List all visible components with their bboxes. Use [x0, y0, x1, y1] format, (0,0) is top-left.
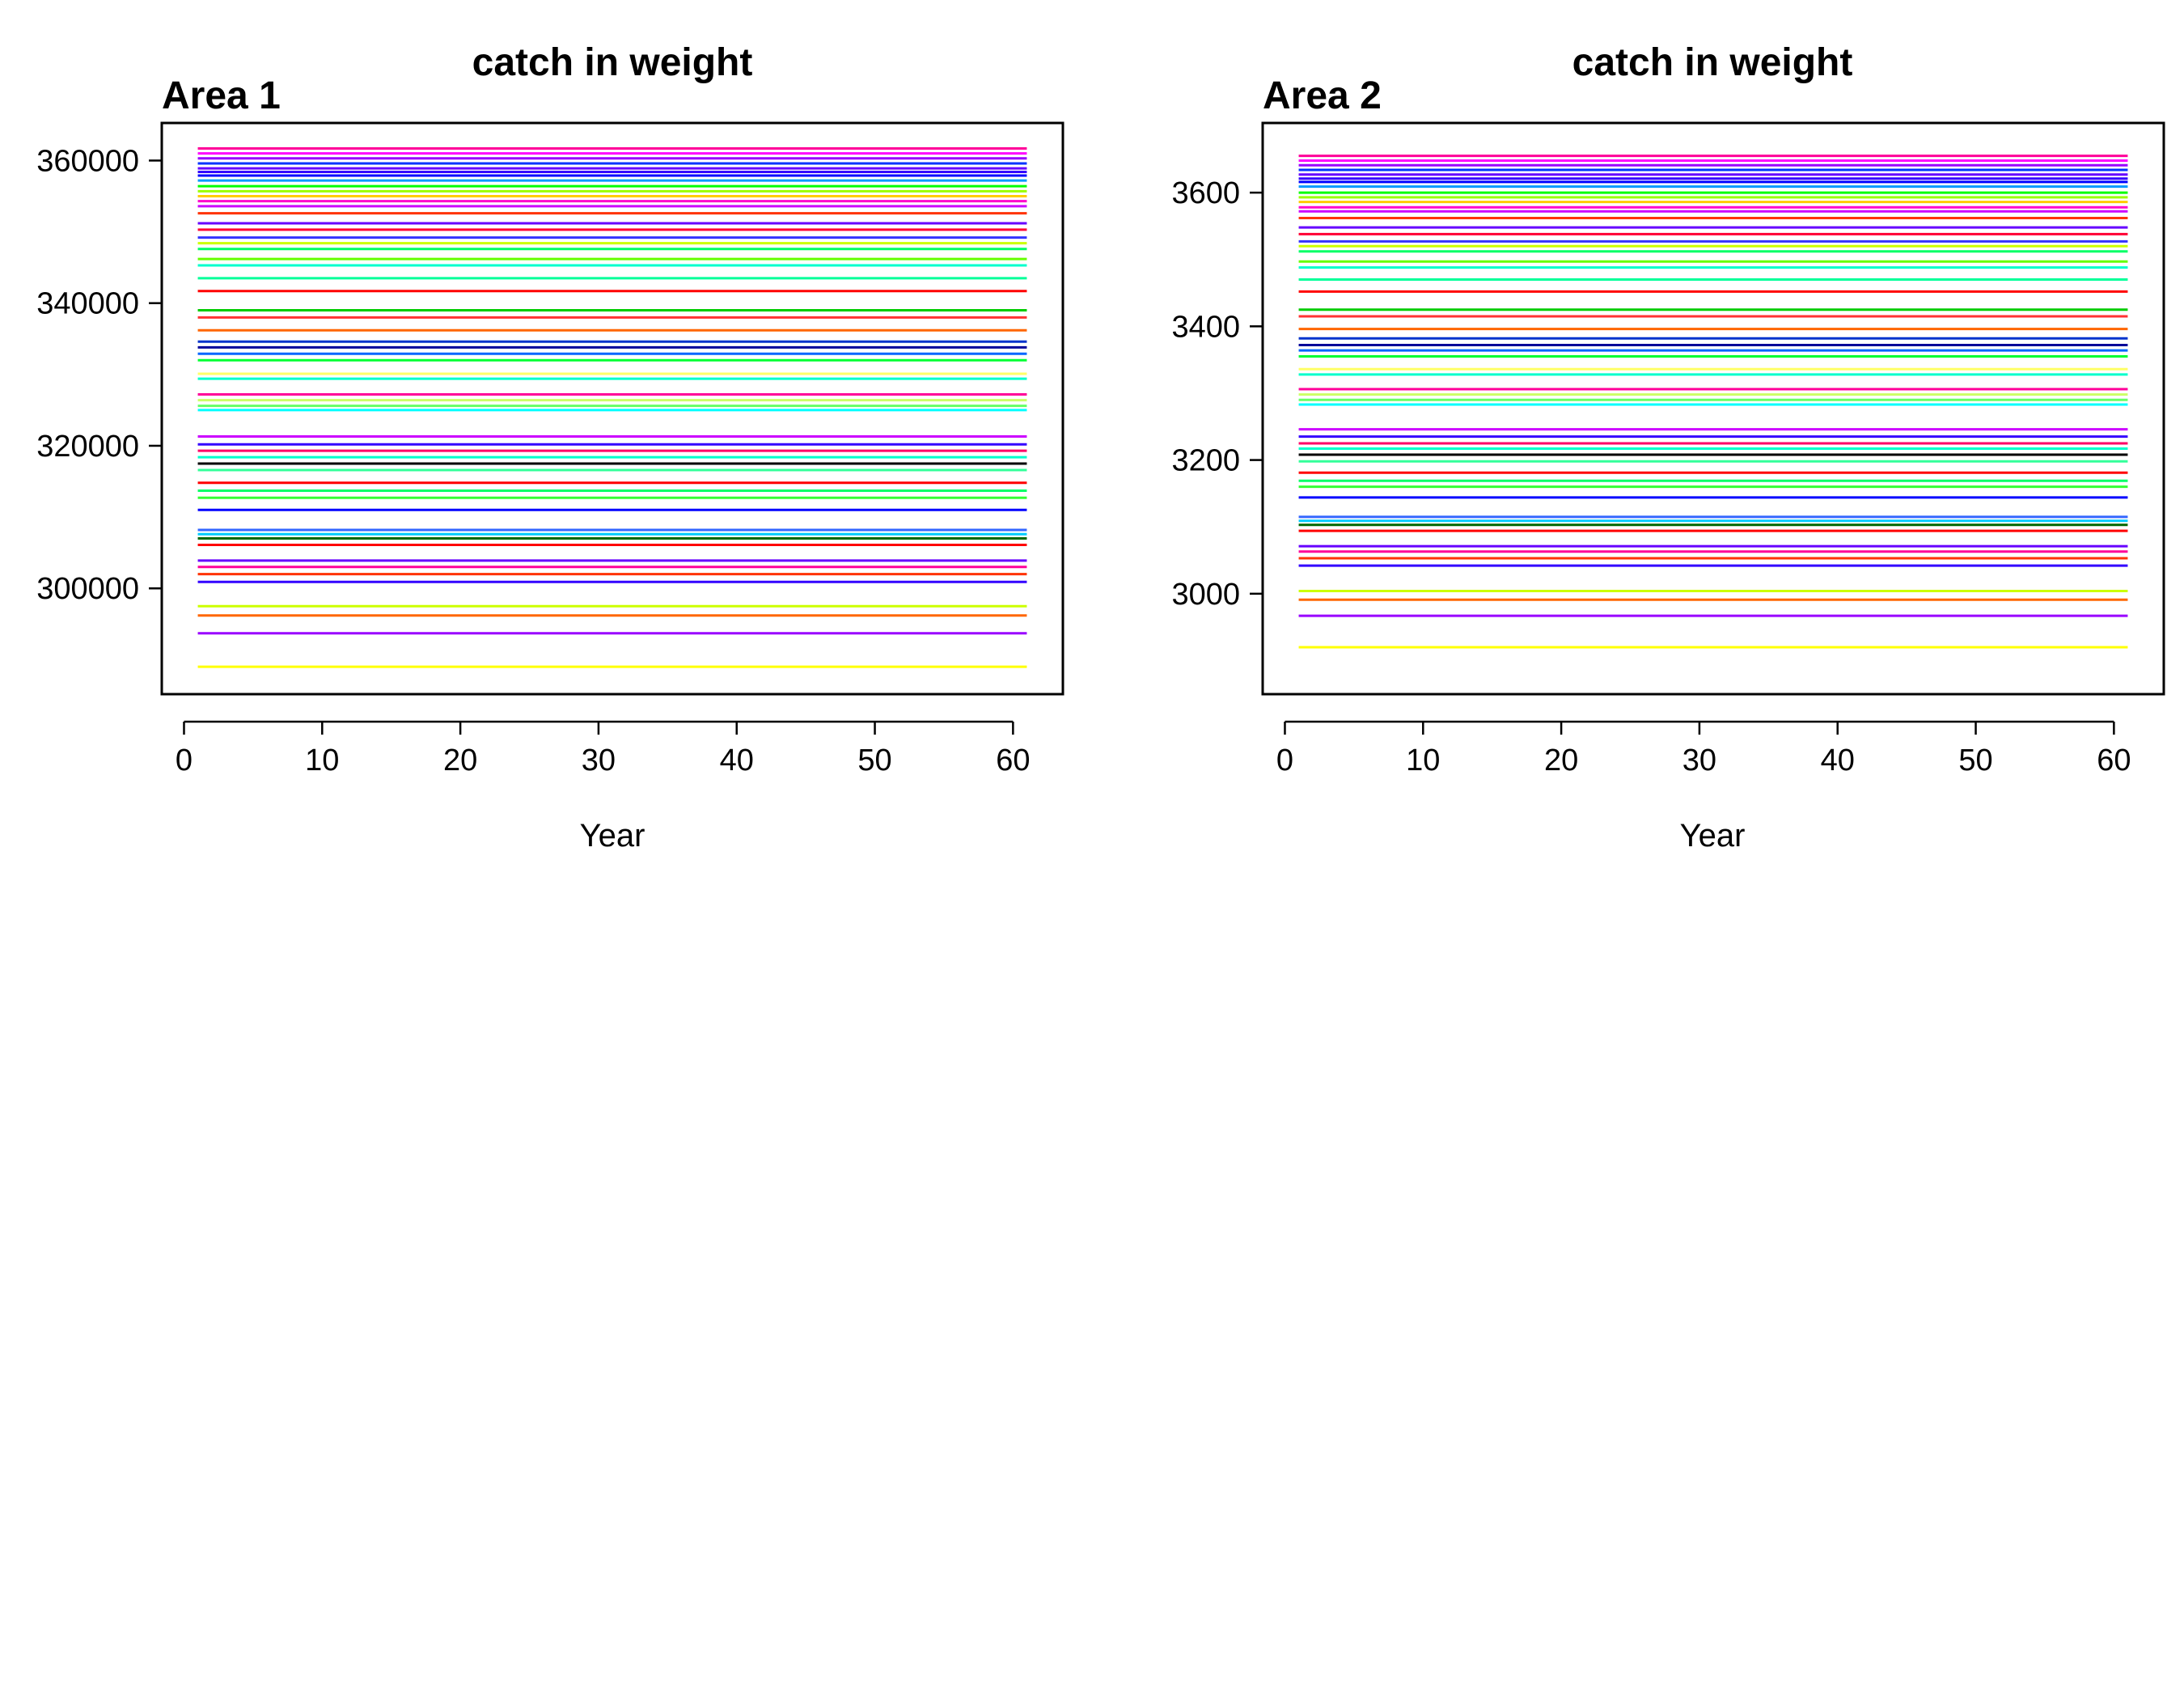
- y-axis: 300000 320000 340000 360000: [36, 144, 163, 606]
- y-tick-label: 3400: [1171, 310, 1240, 344]
- series-lines: [197, 146, 1027, 668]
- x-tick-label: 10: [305, 744, 339, 777]
- x-tick-label: 60: [2097, 744, 2131, 777]
- x-tick-label: 30: [1682, 744, 1716, 777]
- panel-label: Area 2: [1263, 74, 1382, 117]
- x-tick-label: 40: [1821, 744, 1855, 777]
- plot-frame: [160, 121, 1064, 696]
- y-tick-label: 360000: [36, 144, 139, 178]
- x-tick-label: 10: [1406, 744, 1440, 777]
- x-axis-title: Year: [1680, 818, 1746, 854]
- x-tick-label: 60: [996, 744, 1030, 777]
- chart-title: catch in weight: [472, 41, 753, 84]
- chart-panel-area-1: catch in weight Area 1 Year 0 10 20 30 40 50 6…: [36, 41, 1064, 854]
- x-axis-title: Year: [580, 818, 645, 854]
- x-tick-label: 20: [443, 744, 477, 777]
- x-axis: 0 10 20 30 40 50 60: [176, 720, 1030, 777]
- x-axis: 0 10 20 30 40 50 60: [1276, 720, 2131, 777]
- chart-title: catch in weight: [1572, 41, 1853, 84]
- panel-label: Area 1: [162, 74, 281, 117]
- chart-panel-area-2: catch in weight Area 2 Year 0 10 20 30 40 50 6…: [1171, 41, 2165, 854]
- y-tick-label: 320000: [36, 430, 139, 464]
- x-tick-label: 0: [1276, 744, 1293, 777]
- plot-frame: [1261, 121, 2165, 696]
- series-lines: [1298, 155, 2128, 649]
- x-tick-label: 30: [582, 744, 616, 777]
- y-tick-label: 3200: [1171, 444, 1240, 478]
- x-tick-label: 50: [1958, 744, 1992, 777]
- x-tick-label: 0: [176, 744, 193, 777]
- y-tick-label: 3600: [1171, 176, 1240, 210]
- y-tick-label: 340000: [36, 287, 139, 321]
- x-tick-label: 20: [1544, 744, 1578, 777]
- x-tick-label: 50: [857, 744, 891, 777]
- x-tick-label: 40: [720, 744, 754, 777]
- y-tick-label: 3000: [1171, 578, 1240, 612]
- y-axis: 3000 3200 3400 3600: [1171, 176, 1264, 612]
- y-tick-label: 300000: [36, 572, 139, 606]
